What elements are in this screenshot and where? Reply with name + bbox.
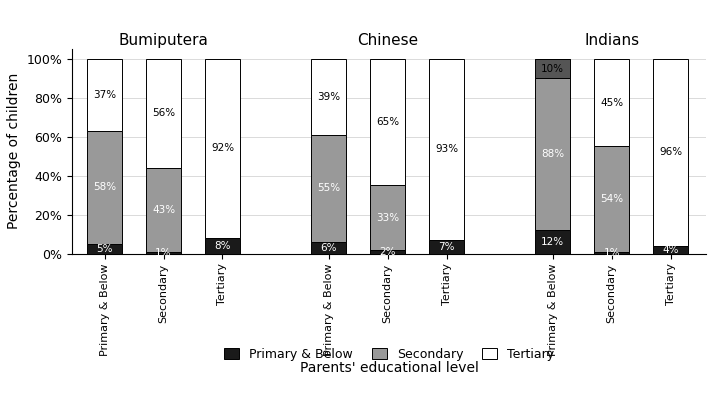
- Bar: [146, 59, 181, 168]
- Text: 55%: 55%: [317, 183, 340, 193]
- Text: 33%: 33%: [376, 213, 399, 222]
- Bar: [370, 59, 405, 185]
- Bar: [653, 246, 688, 254]
- Text: 7%: 7%: [438, 242, 455, 252]
- Bar: [205, 59, 240, 238]
- Text: 43%: 43%: [152, 205, 175, 215]
- Text: 8%: 8%: [214, 241, 231, 251]
- Bar: [87, 244, 122, 254]
- Text: 58%: 58%: [93, 182, 116, 192]
- Bar: [653, 59, 688, 246]
- Text: 37%: 37%: [93, 90, 116, 100]
- Text: 1%: 1%: [603, 247, 620, 258]
- Text: 45%: 45%: [600, 98, 623, 108]
- Text: 93%: 93%: [435, 144, 458, 154]
- Bar: [311, 59, 347, 135]
- Bar: [429, 59, 464, 240]
- Bar: [205, 238, 240, 254]
- Bar: [311, 135, 347, 242]
- Bar: [594, 146, 630, 252]
- Text: 1%: 1%: [155, 247, 172, 258]
- Text: Bumiputera: Bumiputera: [118, 33, 208, 48]
- Bar: [146, 252, 181, 254]
- Bar: [535, 78, 570, 230]
- Bar: [594, 59, 630, 146]
- Bar: [87, 131, 122, 244]
- Legend: Primary & Below, Secondary, Tertiary: Primary & Below, Secondary, Tertiary: [219, 343, 559, 366]
- Bar: [429, 240, 464, 254]
- Bar: [594, 252, 630, 254]
- Bar: [87, 59, 122, 131]
- Text: 5%: 5%: [96, 244, 113, 254]
- Text: 2%: 2%: [379, 247, 396, 256]
- Text: 10%: 10%: [541, 63, 564, 74]
- Bar: [535, 230, 570, 254]
- Text: 96%: 96%: [659, 147, 682, 157]
- Bar: [311, 242, 347, 254]
- Text: 65%: 65%: [376, 117, 399, 127]
- Text: 56%: 56%: [152, 108, 175, 118]
- Bar: [370, 185, 405, 249]
- Text: 54%: 54%: [600, 194, 623, 204]
- Text: 39%: 39%: [317, 92, 340, 102]
- X-axis label: Parents' educational level: Parents' educational level: [299, 362, 478, 375]
- Y-axis label: Percentage of children: Percentage of children: [7, 73, 21, 229]
- Text: Chinese: Chinese: [357, 33, 418, 48]
- Bar: [146, 168, 181, 252]
- Bar: [370, 249, 405, 254]
- Text: 12%: 12%: [541, 237, 564, 247]
- Bar: [535, 59, 570, 78]
- Text: 4%: 4%: [662, 245, 679, 255]
- Text: 92%: 92%: [211, 144, 234, 153]
- Text: 88%: 88%: [541, 149, 564, 159]
- Text: Indians: Indians: [584, 33, 640, 48]
- Text: 6%: 6%: [320, 243, 337, 253]
